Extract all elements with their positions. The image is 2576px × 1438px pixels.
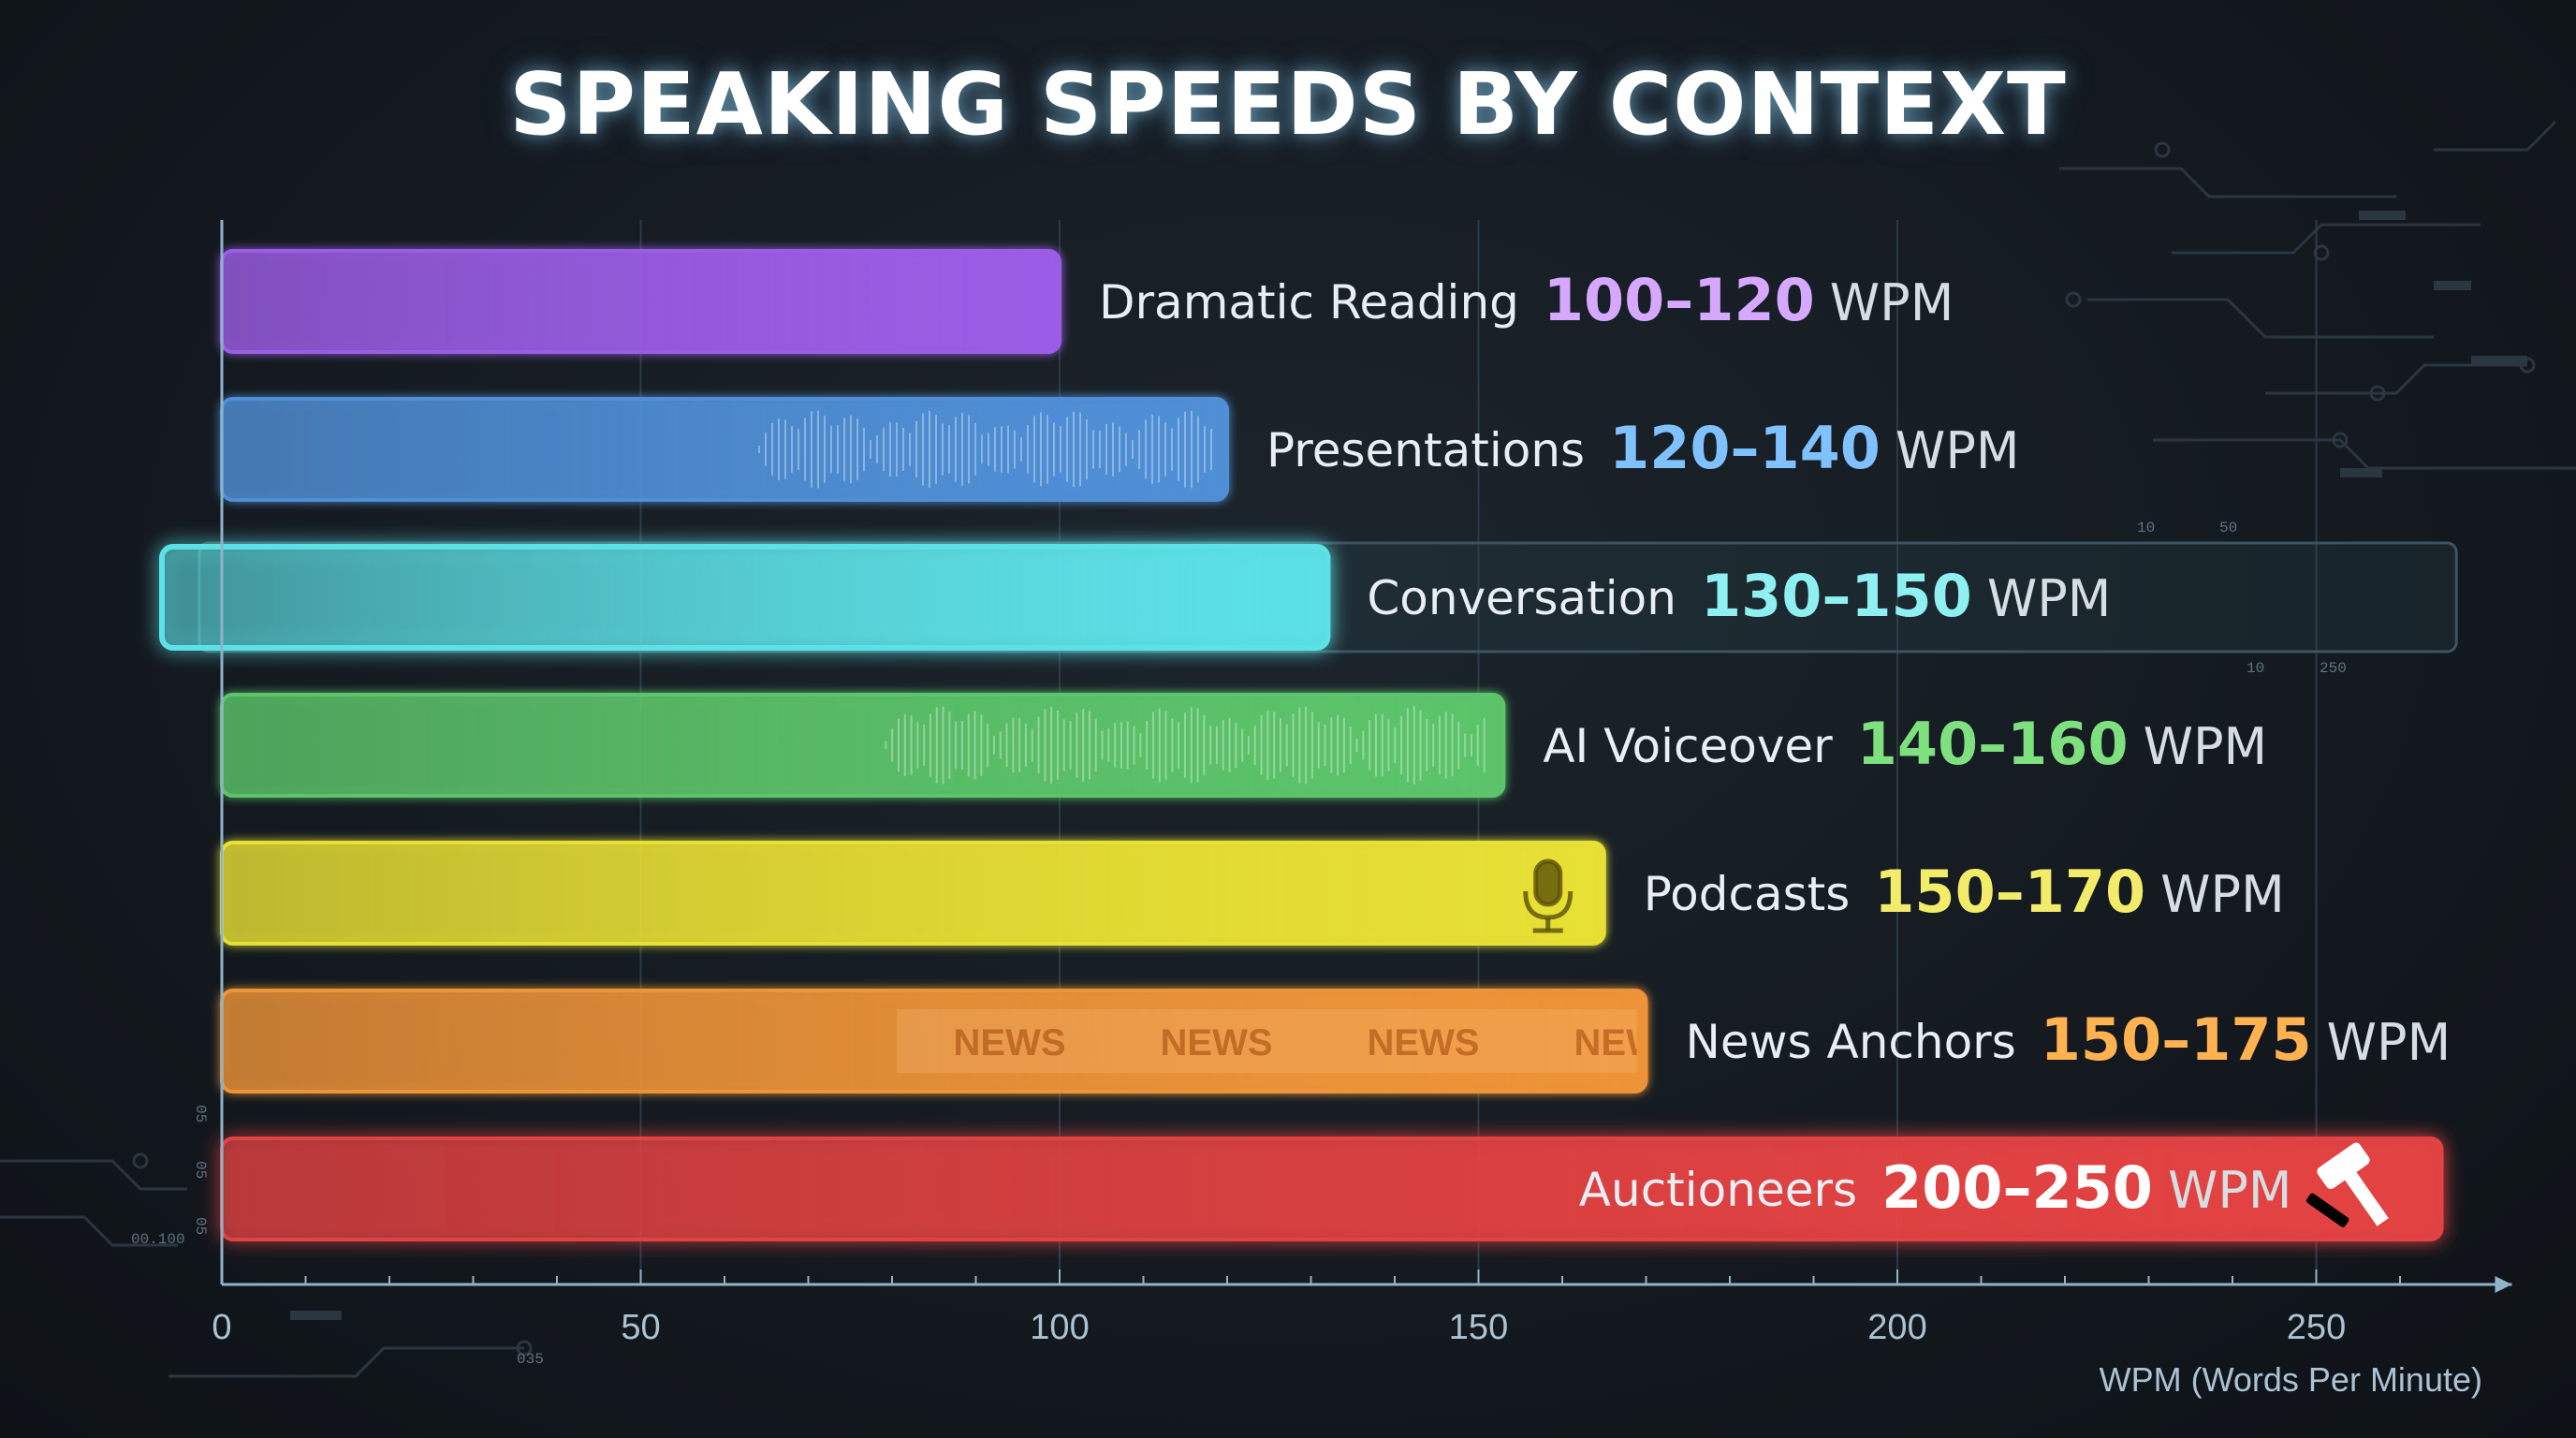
range-label: 150–175: [2041, 1005, 2312, 1074]
unit-label: WPM: [2327, 1013, 2452, 1072]
category-label: Dramatic Reading: [1099, 275, 1519, 330]
circuit-node: [2313, 244, 2330, 261]
readout-label: 05: [192, 1105, 209, 1123]
circuit-trace: [0, 1215, 178, 1247]
x-tick-label: 50: [621, 1308, 660, 1347]
waveform-icon: [885, 706, 1486, 785]
range-label: 140–160: [1857, 710, 2129, 778]
circuit-trace: [0, 1159, 187, 1191]
circuit-trace: [2172, 223, 2481, 255]
circuit-node: [2332, 432, 2349, 448]
category-label: AI Voiceover: [1543, 719, 1833, 773]
circuit-node: [516, 1340, 533, 1357]
x-axis-title: WPM (Words Per Minute): [2100, 1360, 2482, 1399]
readout-label: 250: [2320, 660, 2347, 677]
readout-label: 05: [192, 1161, 209, 1179]
circuit-trace: [2265, 363, 2527, 395]
bar-label: Conversation 130–150 WPM: [1367, 562, 2111, 630]
category-label: News Anchors: [1686, 1015, 2016, 1069]
ticker-text: NEWS: [954, 1022, 1066, 1064]
bar: [220, 693, 1506, 798]
bar-label: Presentations 120–140 WPM: [1266, 414, 2019, 482]
bar-label: AI Voiceover 140–160 WPM: [1543, 710, 2267, 778]
ticker-band: [897, 1009, 1637, 1073]
circuit-node: [2369, 385, 2386, 402]
bar-row: Conversation 130–150 WPM: [159, 541, 2458, 653]
mic-capsule: [1533, 858, 1563, 907]
range-label: 100–120: [1544, 266, 1815, 334]
bar-row: AI Voiceover 140–160 WPM: [220, 693, 2267, 798]
circuit-node: [2065, 291, 2082, 308]
readout-label: 10: [2137, 520, 2155, 536]
ticker-text: NEWS: [1161, 1022, 1273, 1064]
circuit-trace: [168, 1346, 524, 1378]
readout-label: 035: [517, 1351, 544, 1368]
bar-label: Podcasts 150–170 WPM: [1644, 858, 2285, 926]
range-label: 200–250: [1881, 1153, 2153, 1222]
circuit-chip: [2359, 211, 2406, 220]
category-label: Presentations: [1266, 423, 1585, 477]
circuit-trace: [2434, 120, 2557, 152]
bar-label: Auctioneers 200–250 WPM: [1579, 1142, 2389, 1227]
unit-label: WPM: [2160, 865, 2285, 924]
bar-row: Dramatic Reading 100–120 WPM: [220, 249, 1954, 354]
range-label: 120–140: [1609, 414, 1881, 482]
unit-label: WPM: [1895, 421, 2020, 480]
gavel-handle: [2343, 1169, 2389, 1226]
x-tick-label: 150: [1449, 1308, 1508, 1347]
chart-title: SPEAKING SPEEDS BY CONTEXT: [509, 54, 2067, 154]
circuit-trace: [2059, 167, 2396, 198]
unit-label: WPM: [2168, 1161, 2292, 1220]
circuit-node: [2154, 141, 2171, 158]
range-label: 150–170: [1874, 858, 2145, 926]
x-tick-label: 200: [1867, 1308, 1926, 1347]
bar-row: Auctioneers 200–250 WPM: [220, 1137, 2444, 1241]
circuit-node: [132, 1152, 149, 1169]
circuit-trace: [2153, 438, 2576, 470]
readout-label: 50: [2219, 520, 2237, 536]
bar: [220, 249, 1061, 354]
circuit-chip: [290, 1311, 342, 1320]
bar-label: News Anchors 150–175 WPM: [1686, 1005, 2452, 1074]
bar-row: Podcasts 150–170 WPM: [220, 841, 2285, 946]
readout-label: 05: [192, 1217, 209, 1235]
axes: 0 50 100 150 200 250 WPM (Words Per Minute): [212, 220, 2512, 1399]
circuit-chip: [2340, 468, 2382, 477]
bar-label: Dramatic Reading 100–120 WPM: [1099, 266, 1954, 334]
x-axis-arrow: [2495, 1276, 2512, 1293]
unit-label: WPM: [2144, 717, 2268, 776]
x-tick-label: 0: [212, 1308, 231, 1347]
category-label: Conversation: [1367, 571, 1676, 625]
waveform-icon: [758, 410, 1212, 489]
unit-label: WPM: [1830, 273, 1954, 332]
news-ticker: NEWS NEWS NEWS NEWS NEWS: [897, 1009, 1687, 1073]
gavel-icon: [2317, 1142, 2389, 1226]
readout-label: 10: [2247, 660, 2264, 677]
category-label: Auctioneers: [1579, 1163, 1857, 1217]
x-tick-label: 250: [2287, 1308, 2346, 1347]
bar-row: Presentations 120–140 WPM: [220, 397, 2019, 502]
bar: [220, 397, 1229, 502]
bars: Dramatic Reading 100–120 WPM Presentations 1…: [159, 249, 2458, 1241]
x-tick-label: 100: [1030, 1308, 1089, 1347]
category-label: Podcasts: [1644, 867, 1851, 921]
gavel-block: [2305, 1193, 2349, 1227]
unit-label: WPM: [1987, 569, 2112, 628]
circuit-chip: [2471, 356, 2527, 365]
range-label: 130–150: [1701, 562, 1972, 630]
bar: [220, 841, 1606, 946]
bar: [159, 544, 1331, 651]
circuit-decoration: 10 50 10 250 05 05 05 00.100 035: [0, 120, 2576, 1378]
circuit-chip: [2434, 281, 2471, 290]
readout-label: 00.100: [131, 1231, 185, 1248]
ticker-text: NEWS: [1574, 1022, 1687, 1064]
ticker-text: NEWS: [1368, 1022, 1480, 1064]
circuit-trace: [2087, 298, 2434, 339]
ticker-text-group: NEWS NEWS NEWS NEWS NEWS: [954, 1022, 1687, 1064]
microphone-icon: [1523, 858, 1573, 933]
